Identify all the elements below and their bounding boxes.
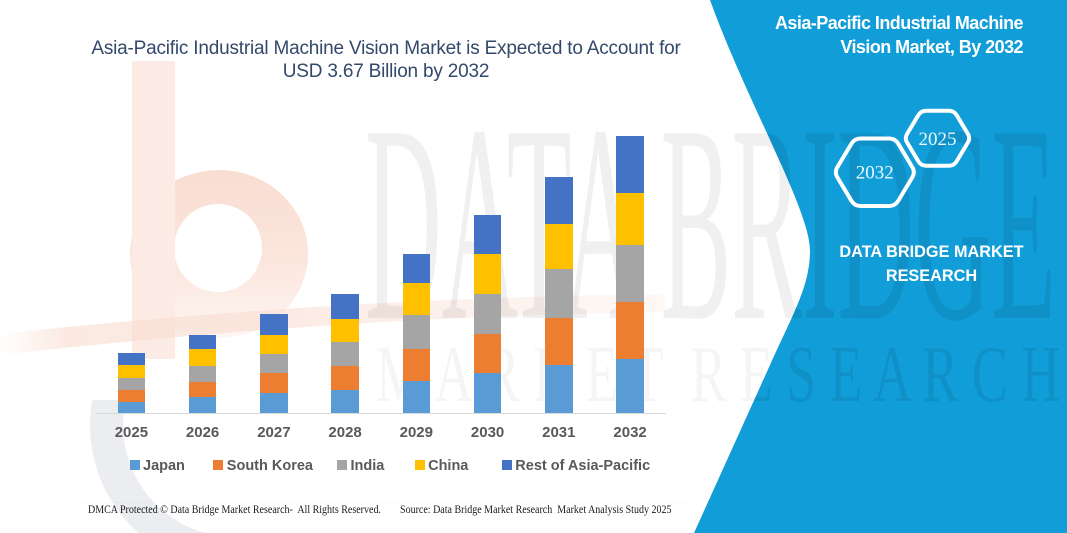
svg-text:2032: 2032	[856, 163, 894, 184]
svg-text:2025: 2025	[919, 129, 957, 150]
